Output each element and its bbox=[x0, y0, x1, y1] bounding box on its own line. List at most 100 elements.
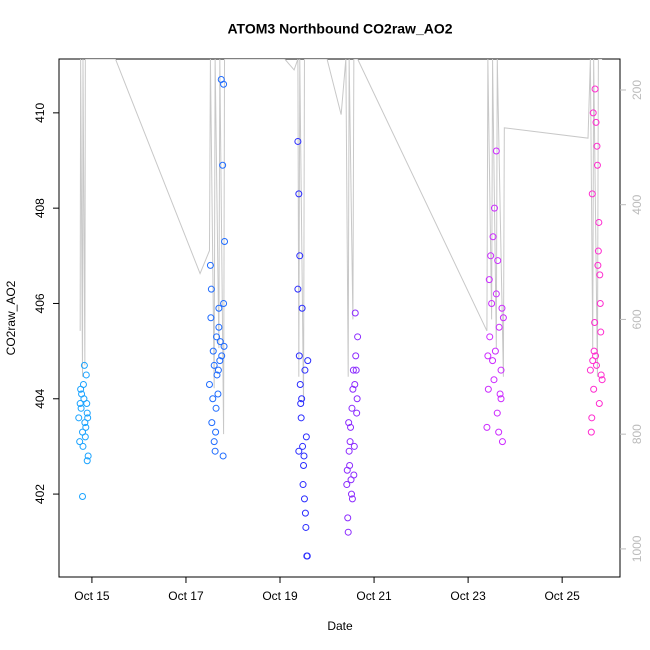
point bbox=[294, 137, 302, 145]
point bbox=[214, 390, 222, 398]
point bbox=[496, 390, 504, 398]
point bbox=[300, 452, 308, 460]
point bbox=[75, 414, 83, 422]
point bbox=[586, 366, 594, 374]
point bbox=[484, 385, 492, 393]
point bbox=[80, 361, 88, 369]
point bbox=[590, 385, 598, 393]
point bbox=[487, 252, 495, 260]
point bbox=[215, 304, 223, 312]
point bbox=[499, 314, 507, 322]
point bbox=[489, 233, 497, 241]
y2-tick-label: 400 bbox=[630, 194, 644, 214]
plot-area bbox=[75, 59, 606, 560]
y-tick-label: 410 bbox=[33, 103, 47, 123]
point bbox=[588, 414, 596, 422]
point bbox=[489, 357, 497, 365]
point bbox=[492, 290, 500, 298]
point bbox=[83, 409, 91, 417]
point bbox=[343, 481, 351, 489]
point bbox=[343, 466, 351, 474]
point bbox=[215, 323, 223, 331]
point bbox=[77, 385, 85, 393]
point bbox=[494, 257, 502, 265]
x-tick-label: Oct 23 bbox=[450, 589, 486, 603]
y2-tick-label: 200 bbox=[630, 80, 644, 100]
point bbox=[82, 423, 90, 431]
plot-frame bbox=[58, 58, 621, 578]
point bbox=[297, 400, 305, 408]
point bbox=[497, 395, 505, 403]
point bbox=[497, 366, 505, 374]
point bbox=[486, 333, 494, 341]
point bbox=[589, 109, 597, 117]
point bbox=[345, 447, 353, 455]
line bbox=[79, 59, 603, 435]
point bbox=[304, 357, 312, 365]
point bbox=[349, 385, 357, 393]
point bbox=[302, 433, 310, 441]
point bbox=[301, 509, 309, 517]
point bbox=[598, 376, 606, 384]
point bbox=[207, 285, 215, 293]
point bbox=[347, 423, 355, 431]
y-tick-label: 404 bbox=[33, 388, 47, 408]
point bbox=[485, 276, 493, 284]
point bbox=[82, 371, 90, 379]
point bbox=[344, 528, 352, 536]
point bbox=[348, 495, 356, 503]
y-tick-label: 406 bbox=[33, 293, 47, 313]
point bbox=[597, 328, 605, 336]
point bbox=[212, 404, 220, 412]
point bbox=[498, 304, 506, 312]
point bbox=[354, 333, 362, 341]
point bbox=[345, 419, 353, 427]
point bbox=[592, 352, 600, 360]
point bbox=[300, 461, 308, 469]
point bbox=[299, 481, 307, 489]
point bbox=[490, 204, 498, 212]
point bbox=[221, 238, 229, 246]
point bbox=[216, 338, 224, 346]
point bbox=[295, 352, 303, 360]
point bbox=[483, 423, 491, 431]
y2-tick-label: 1000 bbox=[630, 535, 644, 562]
point bbox=[344, 514, 352, 522]
chart-title: ATOM3 Northbound CO2raw_AO2 bbox=[227, 21, 452, 37]
point bbox=[591, 85, 599, 93]
point bbox=[492, 147, 500, 155]
point bbox=[300, 495, 308, 503]
point bbox=[209, 347, 217, 355]
point bbox=[210, 438, 218, 446]
point bbox=[207, 314, 215, 322]
point bbox=[596, 271, 604, 279]
point bbox=[351, 380, 359, 388]
point bbox=[219, 452, 227, 460]
point bbox=[303, 552, 311, 560]
point bbox=[206, 261, 214, 269]
point bbox=[213, 371, 221, 379]
point bbox=[592, 118, 600, 126]
point bbox=[593, 161, 601, 169]
point bbox=[296, 252, 304, 260]
point bbox=[490, 376, 498, 384]
point bbox=[587, 428, 595, 436]
point bbox=[302, 523, 310, 531]
point bbox=[348, 404, 356, 412]
point bbox=[595, 218, 603, 226]
point bbox=[84, 452, 92, 460]
point bbox=[597, 371, 605, 379]
point bbox=[83, 400, 91, 408]
point bbox=[596, 299, 604, 307]
point bbox=[347, 476, 355, 484]
point bbox=[210, 361, 218, 369]
point bbox=[212, 428, 220, 436]
point bbox=[349, 366, 357, 374]
point bbox=[219, 161, 227, 169]
y-tick-label: 402 bbox=[33, 484, 47, 504]
point bbox=[353, 395, 361, 403]
point bbox=[220, 299, 228, 307]
point bbox=[295, 190, 303, 198]
point bbox=[301, 366, 309, 374]
